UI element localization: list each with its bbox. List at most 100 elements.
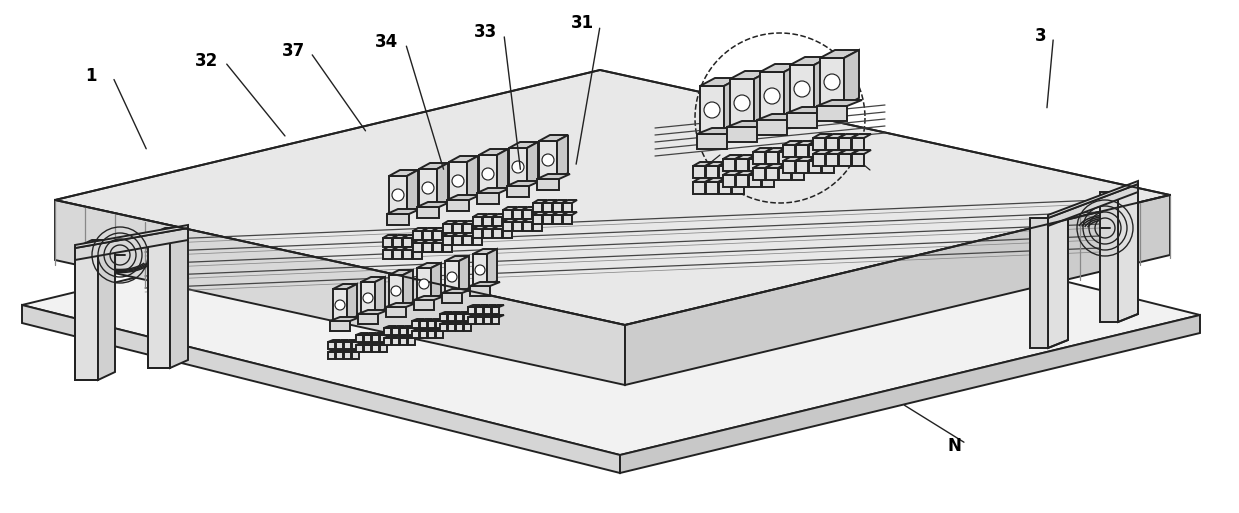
Polygon shape (55, 200, 624, 385)
Polygon shape (432, 240, 447, 243)
Circle shape (733, 95, 750, 111)
Polygon shape (470, 286, 489, 296)
Polygon shape (706, 162, 725, 166)
Polygon shape (400, 328, 406, 335)
Polygon shape (753, 152, 764, 164)
Polygon shape (493, 214, 507, 217)
Polygon shape (724, 171, 742, 175)
Polygon shape (393, 238, 401, 247)
Polygon shape (432, 228, 447, 231)
Polygon shape (736, 171, 755, 175)
Circle shape (422, 182, 434, 194)
Polygon shape (750, 159, 761, 171)
Polygon shape (449, 322, 460, 324)
Polygon shape (418, 207, 439, 218)
Polygon shape (147, 228, 188, 236)
Polygon shape (344, 352, 351, 359)
Polygon shape (387, 214, 409, 225)
Polygon shape (820, 58, 844, 106)
Polygon shape (413, 329, 424, 331)
Polygon shape (730, 71, 769, 79)
Polygon shape (766, 148, 786, 152)
Polygon shape (463, 324, 471, 331)
Polygon shape (447, 200, 470, 211)
Polygon shape (384, 326, 396, 328)
Polygon shape (563, 215, 572, 224)
Polygon shape (456, 312, 468, 314)
Polygon shape (790, 65, 814, 113)
Polygon shape (839, 138, 851, 150)
Polygon shape (473, 233, 487, 236)
Circle shape (482, 168, 494, 180)
Polygon shape (483, 226, 497, 229)
Polygon shape (509, 148, 527, 186)
Polygon shape (497, 149, 508, 193)
Polygon shape (392, 336, 404, 338)
Circle shape (541, 154, 554, 166)
Polygon shape (444, 231, 452, 240)
Polygon shape (384, 338, 392, 345)
Polygon shape (463, 312, 476, 314)
Polygon shape (826, 150, 845, 154)
Polygon shape (380, 333, 392, 335)
Polygon shape (444, 228, 457, 231)
Polygon shape (444, 221, 457, 224)
Polygon shape (553, 200, 567, 203)
Polygon shape (76, 225, 188, 248)
Polygon shape (484, 315, 496, 317)
Polygon shape (543, 212, 558, 215)
Polygon shape (361, 277, 385, 282)
Polygon shape (483, 214, 497, 217)
Polygon shape (330, 317, 361, 321)
Polygon shape (328, 352, 335, 359)
Polygon shape (473, 254, 487, 286)
Polygon shape (536, 179, 559, 190)
Polygon shape (700, 78, 738, 86)
Polygon shape (790, 57, 829, 65)
Polygon shape (364, 335, 370, 342)
Polygon shape (792, 148, 812, 152)
Polygon shape (364, 343, 375, 345)
Polygon shape (1048, 210, 1068, 348)
Polygon shape (400, 338, 406, 345)
Polygon shape (463, 224, 472, 233)
Polygon shape (483, 217, 492, 226)
Polygon shape (442, 289, 472, 293)
Polygon shape (779, 152, 790, 164)
Polygon shape (719, 182, 731, 194)
Text: 32: 32 (196, 51, 218, 70)
Polygon shape (513, 207, 527, 210)
Polygon shape (436, 319, 449, 321)
Polygon shape (732, 162, 751, 166)
Polygon shape (821, 141, 841, 145)
Polygon shape (736, 155, 755, 159)
Polygon shape (820, 50, 859, 58)
Polygon shape (727, 121, 772, 127)
Polygon shape (468, 315, 479, 317)
Polygon shape (563, 212, 577, 215)
Polygon shape (458, 256, 470, 293)
Polygon shape (473, 226, 487, 229)
Polygon shape (783, 161, 795, 173)
Polygon shape (813, 138, 825, 150)
Polygon shape (427, 319, 440, 321)
Polygon shape (468, 317, 475, 324)
Polygon shape (413, 231, 422, 240)
Polygon shape (440, 314, 447, 321)
Polygon shape (766, 152, 778, 164)
Polygon shape (476, 315, 488, 317)
Polygon shape (533, 219, 546, 222)
Polygon shape (76, 228, 188, 260)
Polygon shape (513, 210, 522, 219)
Polygon shape (422, 243, 432, 252)
Polygon shape (406, 170, 418, 214)
Polygon shape (449, 156, 478, 162)
Polygon shape (563, 203, 572, 212)
Polygon shape (408, 338, 415, 345)
Polygon shape (533, 210, 541, 219)
Polygon shape (473, 249, 497, 254)
Polygon shape (817, 100, 862, 106)
Polygon shape (826, 154, 838, 166)
Polygon shape (364, 345, 370, 352)
Polygon shape (852, 154, 864, 166)
